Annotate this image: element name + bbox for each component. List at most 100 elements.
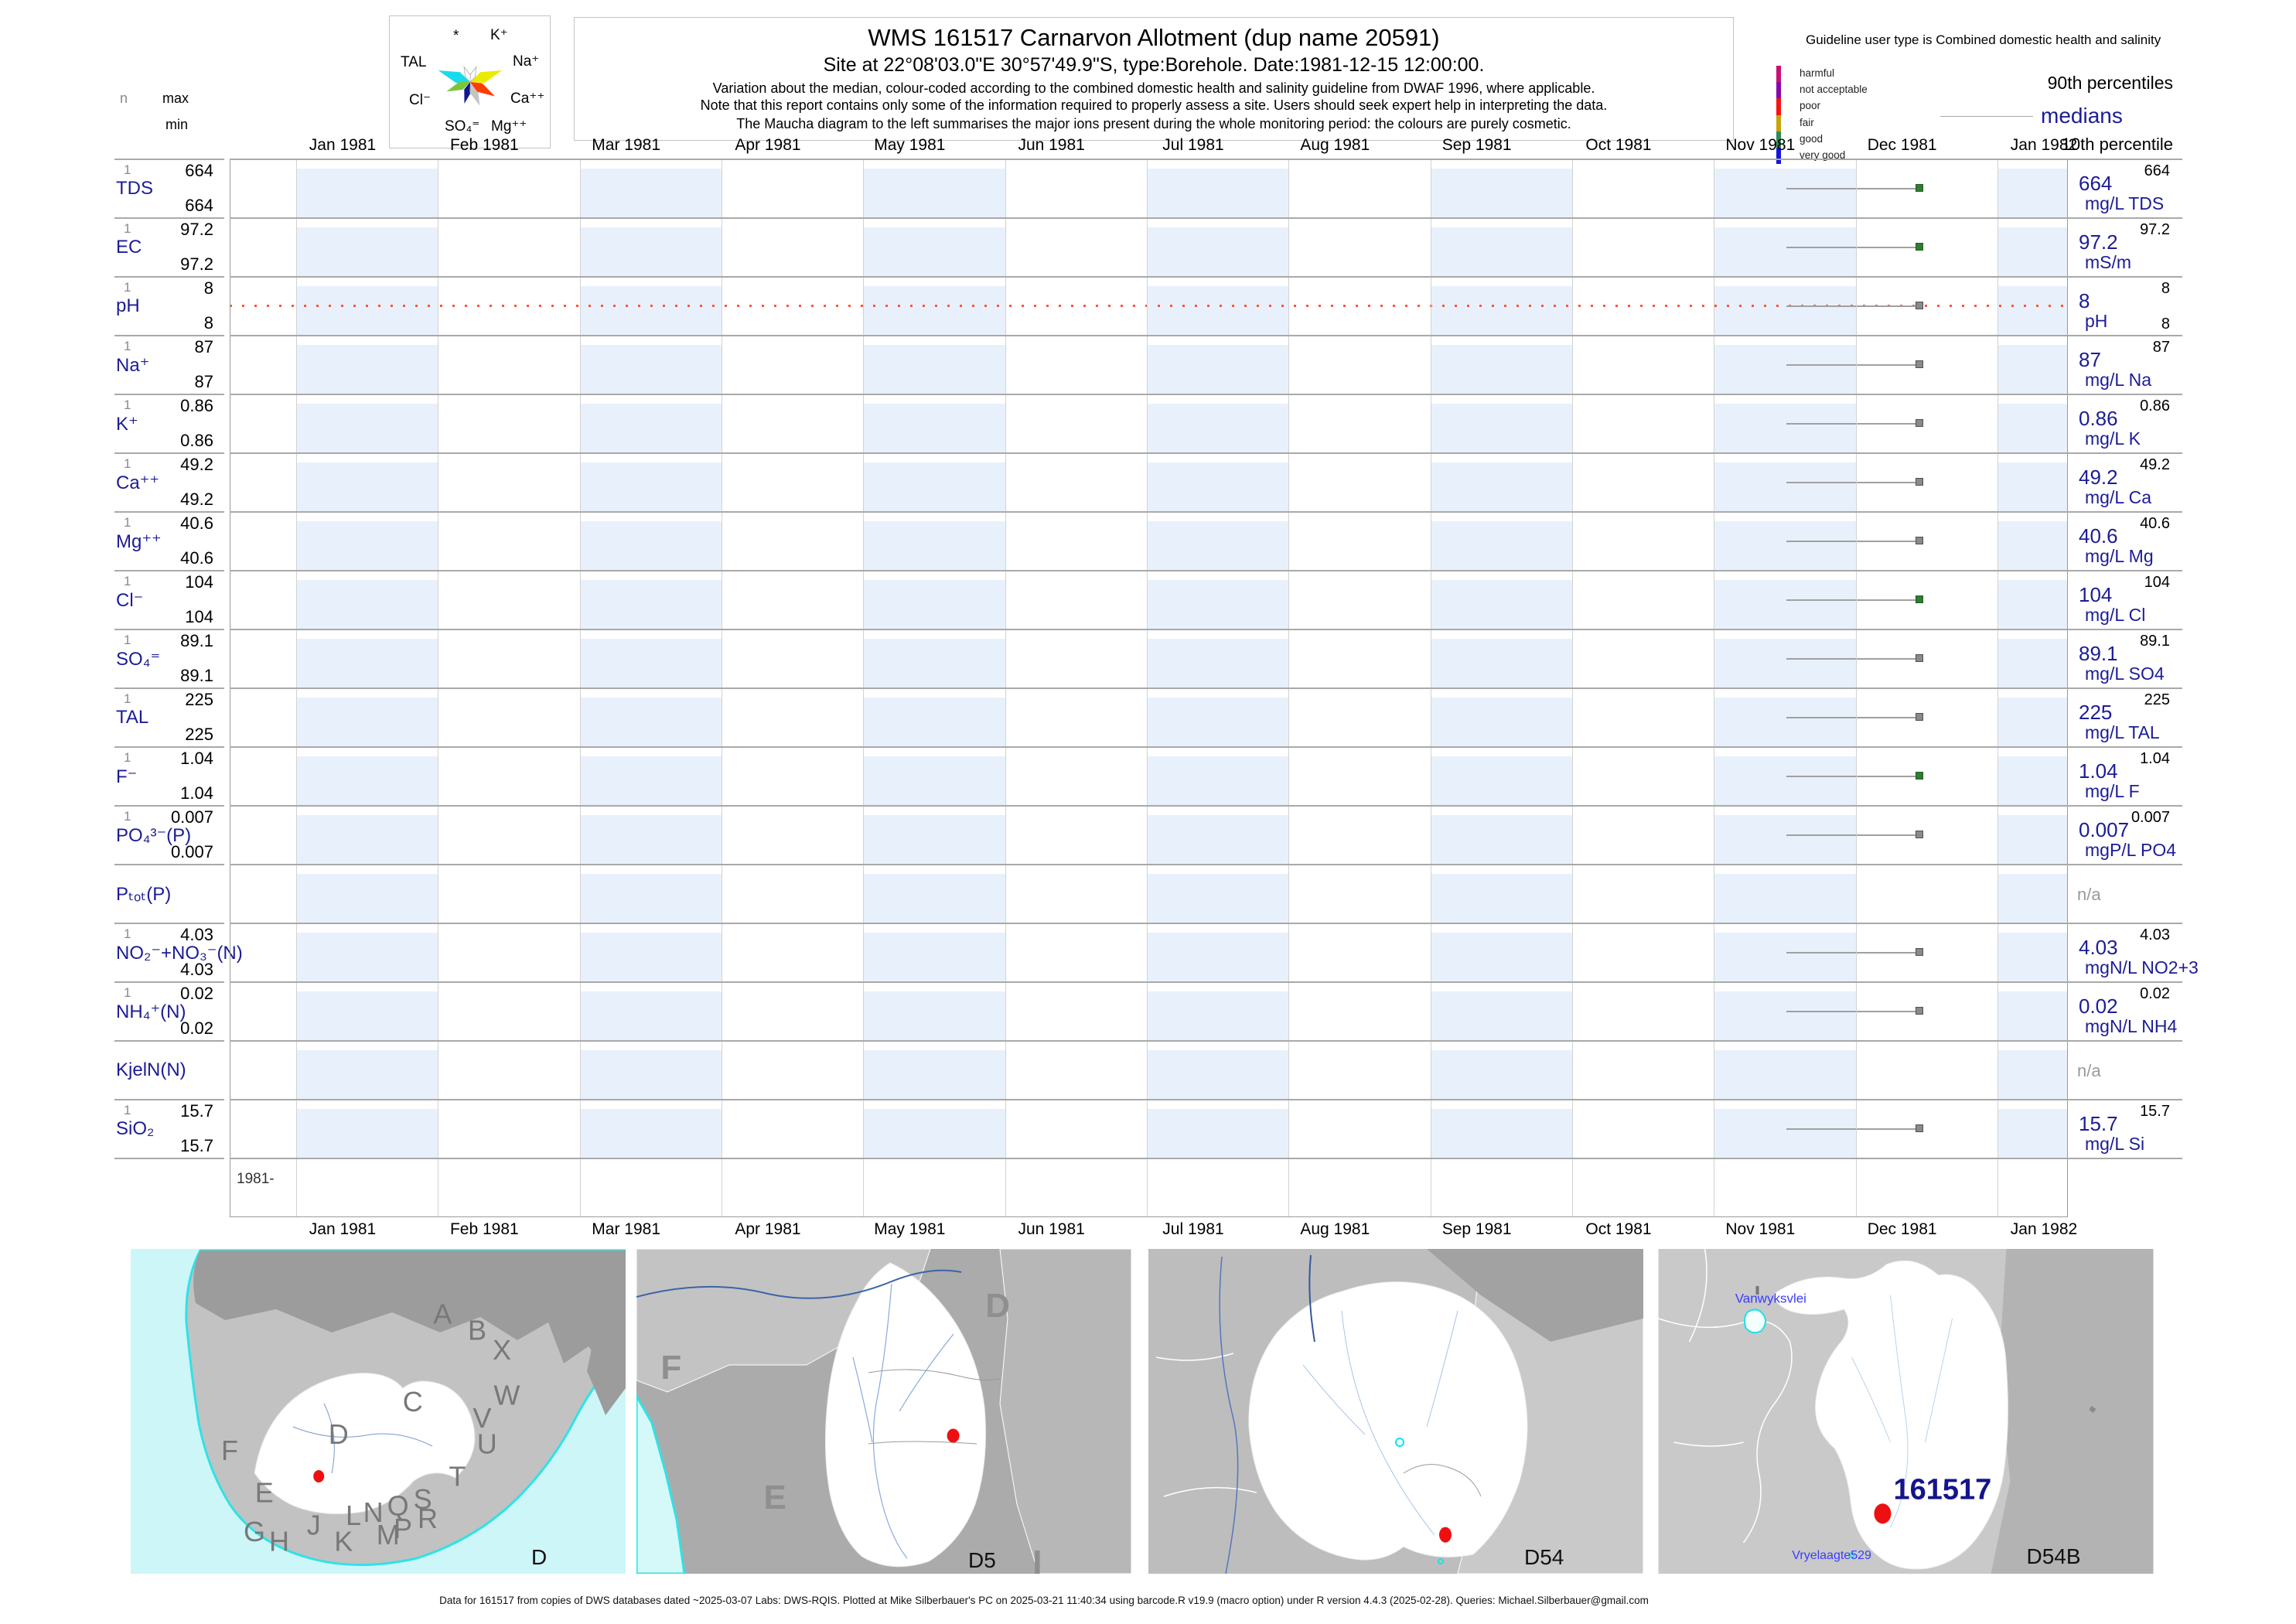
month-stripe: [296, 1050, 438, 1100]
row-p90-value: 664: [2144, 162, 2170, 179]
month-stripe: [1714, 756, 1856, 806]
map-text: Q: [387, 1489, 409, 1521]
row-n-count: 1: [124, 574, 131, 589]
month-stripe: [579, 286, 722, 336]
vanwyksvlei-pan: [1743, 1308, 1766, 1334]
row-median-value: 8: [2079, 289, 2090, 312]
month-stripe: [296, 580, 438, 629]
row-separator: [230, 746, 2182, 748]
row-separator: [114, 981, 224, 983]
row-separator: [230, 511, 2182, 513]
row-separator: [114, 511, 224, 513]
row-p90-value: 97.2: [2140, 221, 2170, 238]
row-median-value: 0.86: [2079, 407, 2118, 430]
month-stripe: [1714, 1050, 1856, 1100]
row-separator: [114, 335, 224, 336]
month-stripe: [863, 462, 1005, 512]
month-stripe: [1714, 639, 1856, 688]
month-stripe: [1430, 404, 1572, 453]
row-max-value: 225: [185, 690, 213, 709]
region-e: [999, 1249, 1131, 1574]
row-separator: [114, 687, 224, 689]
row-unit-label: mS/m: [2085, 252, 2132, 272]
report-title: WMS 161517 Carnarvon Allotment (dup name…: [868, 24, 1440, 51]
row-separator: [230, 1099, 2182, 1100]
quality-scale-segment: [1776, 114, 1781, 131]
maucha-wedge-ca: [470, 82, 495, 97]
row-separator: [230, 923, 2182, 924]
row-max-value: 104: [185, 572, 213, 592]
map-text: P: [394, 1513, 412, 1544]
map-text: F: [660, 1349, 681, 1387]
row-separator: [230, 394, 2182, 395]
month-label-bottom: Apr 1981: [735, 1220, 801, 1238]
river-north: [1308, 1254, 1315, 1343]
month-stripe: [1430, 462, 1572, 512]
month-stripe: [1714, 991, 1856, 1041]
maucha-wedge-so4: [464, 82, 472, 104]
month-stripe: [579, 227, 722, 277]
month-stripe: [1430, 639, 1572, 688]
month-stripe: [1430, 1050, 1572, 1100]
quality-scale-segment: [1776, 131, 1781, 148]
row-median-value: 104: [2079, 583, 2113, 606]
median-line: [1786, 364, 1919, 366]
row-min-value: 4.03: [180, 960, 213, 979]
quality-scale-label: good: [1800, 132, 1823, 145]
row-separator: [230, 864, 2182, 865]
month-label-bottom: Jan 1982: [2010, 1220, 2078, 1238]
month-stripe: [1997, 227, 2067, 277]
row-max-value: 1.04: [180, 749, 213, 768]
month-stripe: [863, 1050, 1005, 1100]
map-text: K: [334, 1526, 353, 1557]
site-marker: [1874, 1503, 1892, 1524]
row-parameter-label: NH₄⁺(N): [116, 1001, 186, 1022]
row-separator: [230, 1158, 2182, 1159]
month-stripe: [579, 521, 722, 571]
row-separator: [114, 452, 224, 454]
region-e: [1991, 1249, 2154, 1574]
row-p90-value: 49.2: [2140, 456, 2170, 473]
month-stripe: [1430, 169, 1572, 218]
region-nw: [636, 1249, 931, 1393]
row-parameter-label: Mg⁺⁺: [116, 531, 162, 552]
farm-borders: [1658, 1249, 1793, 1544]
small-cyan-dot: [1848, 1552, 1855, 1558]
month-stripe: [863, 521, 1005, 571]
row-n-count: 1: [124, 456, 131, 471]
row-min-value: 104: [185, 607, 213, 626]
data-point: [1916, 595, 1923, 603]
row-p90-value: 4.03: [2140, 926, 2170, 943]
maucha-label-na: Na⁺: [513, 53, 540, 70]
row-median-value: 49.2: [2079, 466, 2118, 489]
row-parameter-label: EC: [116, 237, 142, 258]
month-stripe: [1430, 286, 1572, 336]
month-label-bottom: Dec 1981: [1867, 1220, 1937, 1238]
rivers: [292, 1403, 433, 1474]
row-p90-value: 104: [2144, 574, 2170, 591]
stats-key-n: n: [120, 90, 128, 106]
row-min-value: 664: [185, 196, 213, 215]
month-label-top: Feb 1981: [449, 136, 519, 154]
month-stripe: [1997, 698, 2067, 747]
month-stripe: [579, 462, 722, 512]
data-point: [1916, 184, 1923, 192]
row-separator: [114, 570, 224, 571]
month-stripe: [1997, 462, 2067, 512]
month-label-bottom: Mar 1981: [592, 1220, 661, 1238]
report-subtitle: Site at 22°08'03.0"E 30°57'49.9"S, type:…: [823, 54, 1485, 76]
row-separator: [230, 217, 2182, 219]
row-p90-value: 40.6: [2140, 515, 2170, 532]
month-stripe: [1430, 580, 1572, 629]
maucha-label-ca: Ca⁺⁺: [510, 90, 545, 107]
map-text: N: [363, 1496, 384, 1528]
row-separator: [230, 805, 2182, 807]
month-stripe: [1714, 1109, 1856, 1158]
row-parameter-label: SO₄⁼: [116, 649, 161, 670]
maucha-label-cl: Cl⁻: [409, 92, 431, 108]
plot-bottom-border: [230, 1216, 2068, 1217]
month-stripe: [863, 698, 1005, 747]
maucha-wedge-star: [463, 65, 471, 84]
